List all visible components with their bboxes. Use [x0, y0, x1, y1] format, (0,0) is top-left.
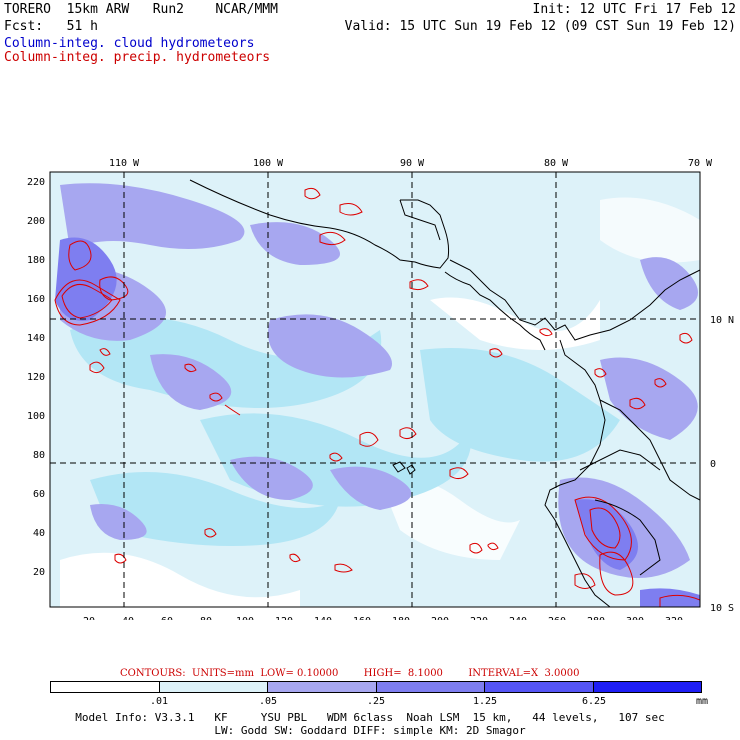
bottom-label: 40 — [122, 616, 134, 620]
legend-label: .05 — [258, 696, 278, 707]
bottom-label: 180 — [392, 616, 410, 620]
precip-contours — [54, 187, 700, 607]
model-info: Model Info: V3.3.1 KF YSU PBL WDM 6class… — [75, 711, 665, 724]
left-label: 140 — [27, 333, 45, 344]
color-scale-bar — [50, 681, 702, 693]
map-frame — [49, 171, 701, 608]
bottom-label: 300 — [626, 616, 644, 620]
left-label: 120 — [27, 372, 45, 383]
bottom-label: 220 — [470, 616, 488, 620]
legend-label: 6.25 — [581, 696, 607, 707]
bottom-label: 140 — [314, 616, 332, 620]
lon-label-70w: 70 W — [688, 158, 713, 169]
init-time: Init: 12 UTC Fri 17 Feb 12 — [532, 2, 737, 17]
legend-swatch — [159, 682, 268, 692]
lon-label-110w: 110 W — [109, 158, 140, 169]
left-label: 100 — [27, 411, 45, 422]
lon-label-100w: 100 W — [253, 158, 284, 169]
lat-label-10s: 10 S — [710, 603, 734, 614]
cloud-field-label: Column-integ. cloud hydrometeors — [4, 36, 255, 51]
bottom-label: 240 — [509, 616, 527, 620]
contour-info: CONTOURS: UNITS=mm LOW= 0.10000 HIGH= 8.… — [120, 668, 580, 679]
precip-field-label: Column-integ. precip. hydrometeors — [4, 50, 271, 65]
latlon-grid — [50, 172, 700, 607]
forecast-hour: Fcst: 51 h — [4, 19, 98, 34]
lat-label-0: 0 — [710, 459, 716, 470]
left-label: 160 — [27, 294, 45, 305]
lon-label-80w: 80 W — [544, 158, 569, 169]
bottom-label: 280 — [587, 616, 605, 620]
legend-swatch — [593, 682, 701, 692]
legend-swatch — [376, 682, 485, 692]
left-label: 40 — [33, 528, 45, 539]
left-label: 180 — [27, 255, 45, 266]
bottom-label: 60 — [161, 616, 173, 620]
bottom-label: 320 — [665, 616, 683, 620]
legend-label: 1.25 — [472, 696, 498, 707]
physics-info: LW: Godd SW: Goddard DIFF: simple KM: 2D… — [214, 724, 526, 737]
forecast-map: 110 W 100 W 90 W 80 W 70 W 10 N 0 10 S 2… — [27, 158, 734, 620]
left-label: 220 — [27, 177, 45, 188]
legend-swatch — [51, 682, 160, 692]
legend-label: .01 — [149, 696, 169, 707]
legend-swatch — [268, 682, 377, 692]
legend-label: .25 — [366, 696, 386, 707]
valid-time: Valid: 15 UTC Sun 19 Feb 12 (09 CST Sun … — [344, 19, 736, 34]
lat-label-10n: 10 N — [710, 315, 734, 326]
left-label: 60 — [33, 489, 45, 500]
model-title: TORERO 15km ARW Run2 NCAR/MMM — [4, 2, 278, 17]
bottom-label: 200 — [431, 616, 449, 620]
left-label: 80 — [33, 450, 45, 461]
bottom-label: 80 — [200, 616, 212, 620]
left-label: 200 — [27, 216, 45, 227]
legend-swatch — [485, 682, 594, 692]
bottom-label: 20 — [83, 616, 95, 620]
legend-unit: mm — [695, 696, 709, 707]
bottom-label: 100 — [236, 616, 254, 620]
coastlines — [189, 179, 701, 608]
cloud-field — [50, 172, 700, 607]
lon-label-90w: 90 W — [400, 158, 425, 169]
bottom-label: 160 — [353, 616, 371, 620]
bottom-label: 260 — [548, 616, 566, 620]
left-label: 20 — [33, 567, 45, 578]
bottom-label: 120 — [275, 616, 293, 620]
